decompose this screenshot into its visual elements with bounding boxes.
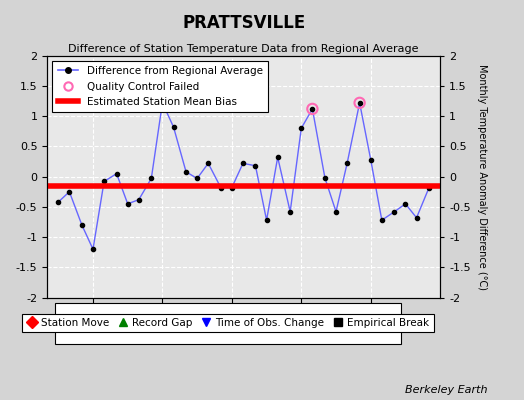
Text: Difference of Station Temperature Data from Regional Average: Difference of Station Temperature Data f… xyxy=(69,44,419,54)
Text: Berkeley Earth: Berkeley Earth xyxy=(405,385,487,395)
Point xyxy=(355,100,364,106)
Text: PRATTSVILLE: PRATTSVILLE xyxy=(182,14,305,32)
Legend: Difference from Regional Average, Quality Control Failed, Estimated Station Mean: Difference from Regional Average, Qualit… xyxy=(52,61,268,112)
FancyBboxPatch shape xyxy=(55,303,401,344)
Y-axis label: Monthly Temperature Anomaly Difference (°C): Monthly Temperature Anomaly Difference (… xyxy=(477,64,487,290)
Legend: Station Move, Record Gap, Time of Obs. Change, Empirical Break: Station Move, Record Gap, Time of Obs. C… xyxy=(22,314,434,332)
Point xyxy=(308,106,316,112)
